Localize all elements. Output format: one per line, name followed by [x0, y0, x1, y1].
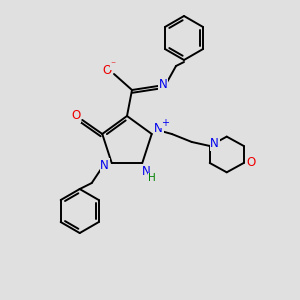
Text: ⁻: ⁻ — [110, 60, 116, 70]
Text: H: H — [148, 173, 156, 183]
Text: O: O — [102, 64, 112, 77]
Text: N: N — [100, 158, 109, 172]
Text: O: O — [72, 110, 81, 122]
Text: O: O — [246, 157, 255, 169]
Text: N: N — [142, 164, 151, 178]
Text: N: N — [159, 77, 167, 91]
Text: +: + — [161, 118, 169, 128]
Text: N: N — [210, 137, 219, 151]
Text: N: N — [154, 122, 163, 136]
